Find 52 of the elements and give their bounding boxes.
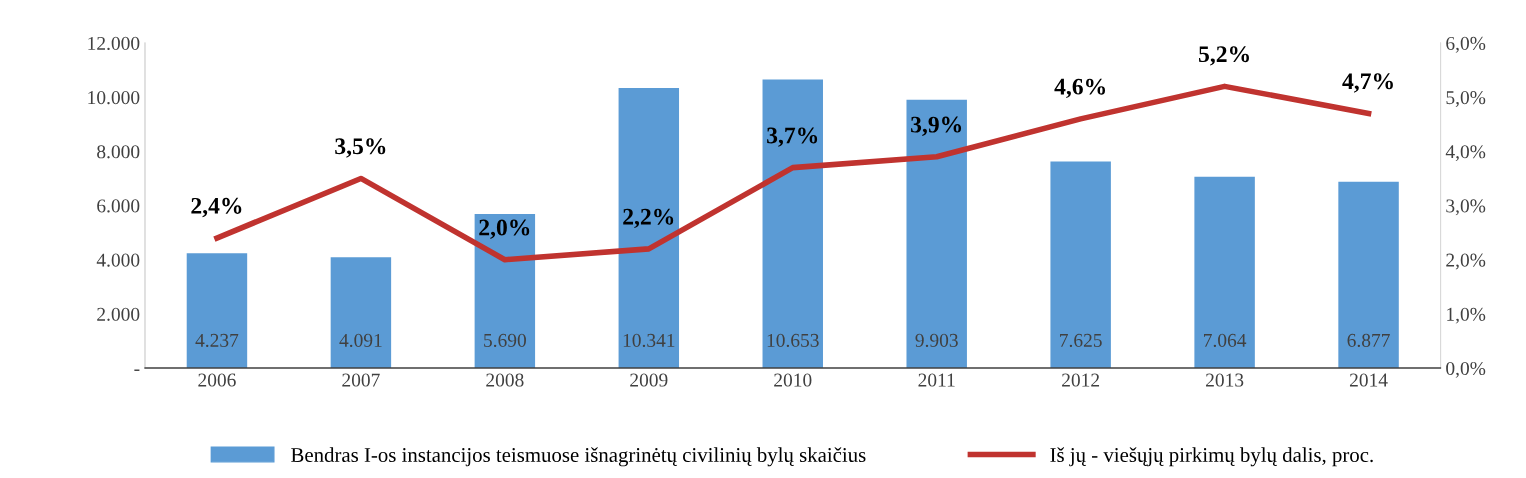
data-label: 4.237 bbox=[195, 333, 239, 348]
x-tick-label: 2014 bbox=[1349, 373, 1388, 387]
bar bbox=[1194, 176, 1255, 369]
x-tick-label: 2008 bbox=[486, 373, 524, 387]
y-tick-label: 4.000 bbox=[96, 253, 140, 267]
data-label: 2,4% bbox=[191, 197, 242, 218]
y2-tick-label: 3,0% bbox=[1446, 199, 1486, 216]
data-label: 6.877 bbox=[1347, 333, 1390, 348]
bar bbox=[618, 87, 680, 369]
x-tick-label: 2009 bbox=[630, 373, 668, 387]
y2-tick-label: 6,0% bbox=[1446, 36, 1486, 53]
y-tick-label: 8.000 bbox=[97, 145, 140, 159]
y-tick-label: 10.000 bbox=[88, 91, 140, 105]
y-tick-label: 6.000 bbox=[97, 199, 140, 213]
x-tick-label: 2013 bbox=[1206, 373, 1244, 387]
y2-tick-label: 5,0% bbox=[1446, 91, 1486, 107]
y-tick-label: - bbox=[134, 369, 140, 371]
x-tick-label: 2012 bbox=[1062, 373, 1100, 387]
bar bbox=[762, 79, 823, 369]
bar bbox=[330, 257, 392, 369]
data-label: 3,9% bbox=[911, 116, 962, 136]
bar bbox=[1338, 181, 1399, 369]
data-label: 10.341 bbox=[623, 333, 675, 348]
data-label: 10.653 bbox=[767, 333, 819, 348]
y2-tick-label: 1,0% bbox=[1447, 307, 1486, 324]
x-tick-label: 2011 bbox=[918, 373, 955, 387]
y-tick-label: 12.000 bbox=[88, 36, 140, 51]
bar bbox=[1050, 161, 1111, 369]
x-tick-label: 2010 bbox=[774, 373, 812, 387]
data-label: 2,0% bbox=[479, 219, 530, 239]
data-label: 9.903 bbox=[915, 333, 958, 348]
data-label: 7.625 bbox=[1060, 333, 1102, 348]
data-label: 4,7% bbox=[1342, 73, 1393, 93]
y2-tick-label: 4,0% bbox=[1445, 145, 1486, 162]
legend-label: Iš jų - viešųjų pirkimų bylų dalis, proc. bbox=[1050, 447, 1373, 467]
data-label: 3,7% bbox=[767, 127, 818, 147]
y2-tick-label: 0,0% bbox=[1446, 361, 1486, 378]
data-label: 4,6% bbox=[1054, 78, 1106, 99]
bar bbox=[474, 213, 536, 369]
data-label: 4.091 bbox=[339, 333, 382, 348]
data-label: 5,2% bbox=[1199, 46, 1249, 66]
y2-tick-label: 2,0% bbox=[1446, 253, 1486, 270]
data-label: 3,5% bbox=[335, 138, 386, 158]
x-tick-label: 2007 bbox=[342, 373, 380, 387]
data-label: 2,2% bbox=[623, 208, 674, 229]
bar bbox=[906, 99, 967, 369]
data-label: 7.064 bbox=[1204, 333, 1247, 348]
x-tick-label: 2006 bbox=[198, 373, 236, 387]
y-tick-label: 2.000 bbox=[97, 307, 140, 321]
bar bbox=[186, 253, 248, 369]
data-label: 5.690 bbox=[484, 333, 526, 348]
legend-label: Bendras I-os instancijos teismuose išnagrinėtų civilinių bylų skaičius bbox=[291, 447, 866, 467]
